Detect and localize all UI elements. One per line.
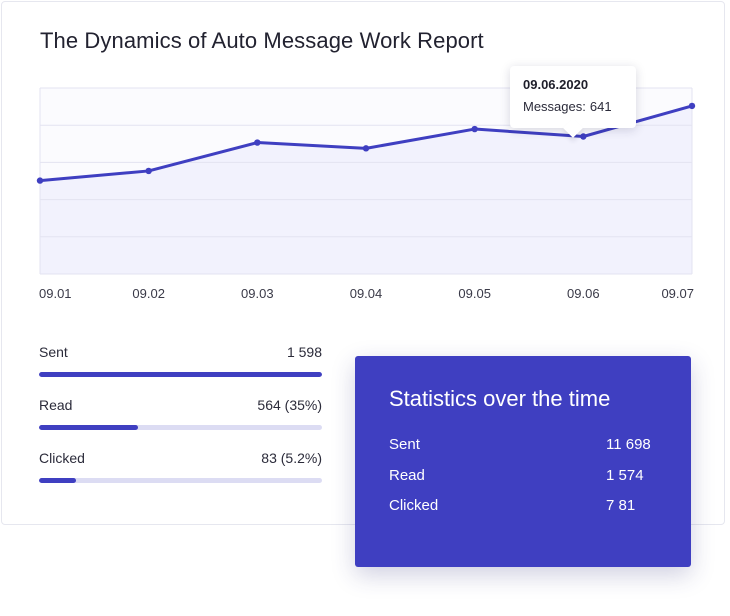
stats-row-read: Read 1 574 — [389, 467, 655, 487]
metric-value: 83 (5.2%) — [261, 450, 322, 466]
x-tick-label: 09.07 — [661, 286, 694, 301]
stats-value: 7 81 — [606, 497, 636, 514]
data-point — [362, 145, 370, 152]
metric-read: Read 564 (35%) — [39, 397, 322, 450]
data-point — [145, 167, 152, 175]
metric-value: 1 598 — [286, 344, 322, 360]
metric-progress-track — [39, 372, 322, 377]
x-tick-label: 09.02 — [132, 286, 165, 301]
stats-label: Clicked — [389, 497, 439, 514]
x-tick-label: 09.03 — [241, 286, 274, 301]
tooltip-label: Messages: — [523, 99, 586, 114]
data-point — [254, 139, 261, 146]
x-tick-label: 09.01 — [39, 286, 72, 301]
stats-row-sent: Sent 11 698 — [389, 436, 655, 456]
chart-tooltip: 09.06.2020 Messages: 641 — [510, 66, 636, 128]
metric-label: Read — [39, 397, 73, 413]
metric-clicked: Clicked 83 (5.2%) — [39, 450, 322, 503]
metric-progress-fill — [39, 372, 322, 377]
metrics-list: Sent 1 598 Read 564 (35%) Clicked 83 (5.… — [39, 344, 322, 503]
x-tick-label: 09.05 — [458, 286, 491, 301]
stats-value: 11 698 — [606, 436, 651, 453]
stats-label: Read — [389, 467, 425, 484]
tooltip-value: 641 — [589, 99, 612, 114]
report-title: The Dynamics of Auto Message Work Report — [40, 28, 484, 53]
data-point — [688, 102, 696, 110]
metric-sent: Sent 1 598 — [39, 344, 322, 397]
stats-row-clicked: Clicked 7 81 — [389, 497, 655, 517]
metric-label: Sent — [39, 344, 68, 360]
metric-label: Clicked — [39, 450, 85, 466]
stats-label: Sent — [389, 436, 420, 453]
data-point — [580, 133, 587, 140]
x-tick-label: 09.04 — [350, 286, 383, 301]
tooltip-date: 09.06.2020 — [523, 77, 589, 92]
data-point — [36, 177, 44, 184]
statistics-panel: Statistics over the time Sent 11 698 Rea… — [355, 356, 691, 567]
statistics-title: Statistics over the time — [389, 386, 611, 411]
metric-value: 564 (35%) — [257, 397, 322, 413]
data-point — [471, 125, 478, 133]
stats-value: 1 574 — [606, 467, 644, 484]
x-tick-label: 09.06 — [567, 286, 600, 301]
series-area — [40, 105, 692, 275]
metric-progress-fill — [39, 425, 139, 430]
metric-progress-fill — [39, 478, 76, 483]
tooltip-messages: Messages: 641 — [523, 99, 612, 114]
metric-progress-track — [39, 478, 322, 483]
metric-progress-track — [39, 425, 322, 430]
